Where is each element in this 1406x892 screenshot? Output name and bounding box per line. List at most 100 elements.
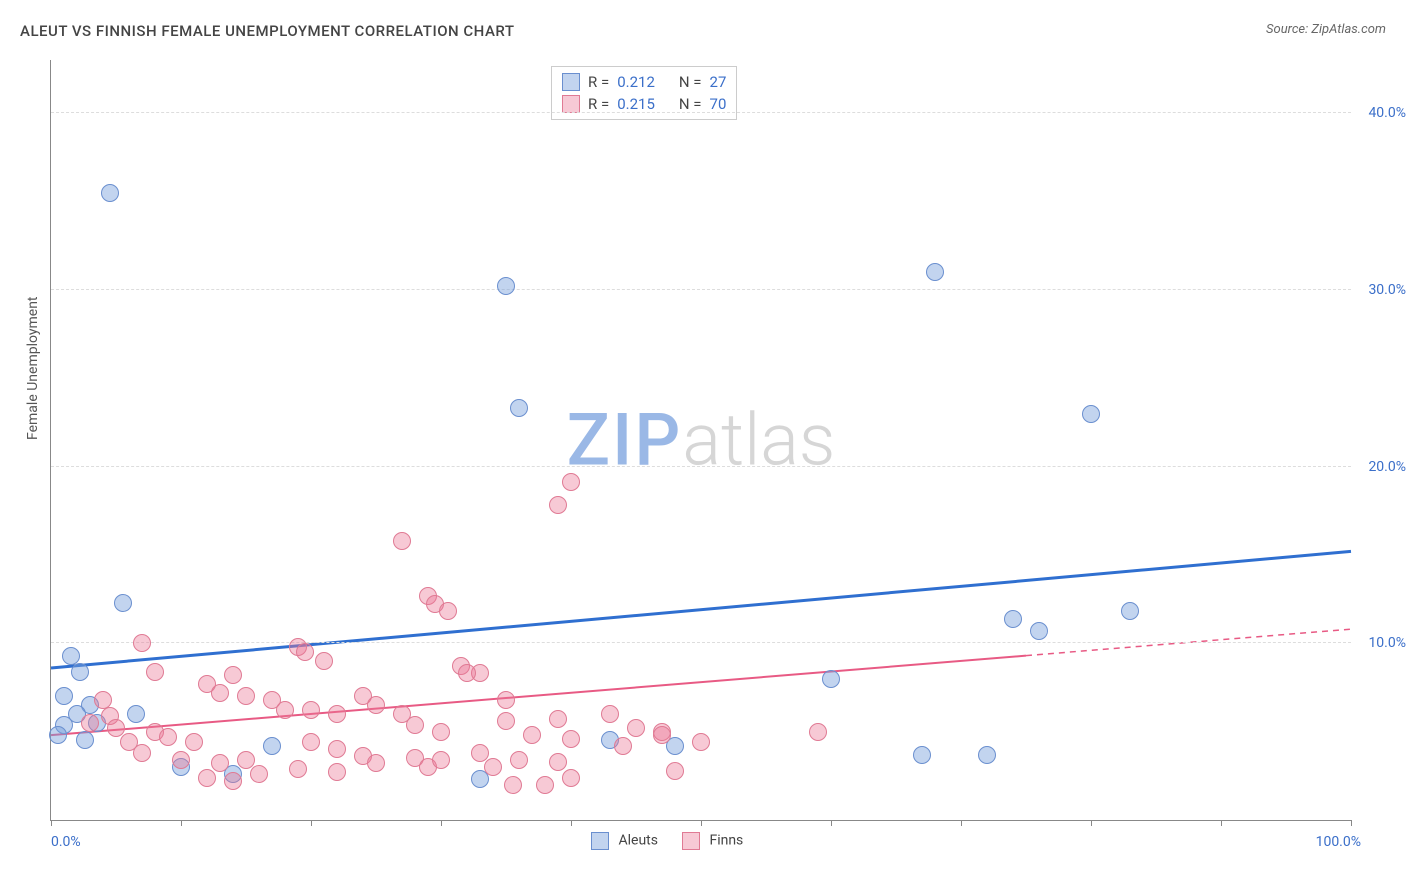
legend-series: Aleuts Finns	[591, 832, 743, 850]
data-point	[296, 643, 314, 661]
data-point	[71, 663, 89, 681]
data-point	[510, 751, 528, 769]
gridline	[51, 642, 1351, 643]
data-point	[1030, 622, 1048, 640]
scatter-plot: ZIPatlas R = 0.212 N = 27 R = 0.215 N = …	[50, 60, 1351, 821]
data-point	[263, 737, 281, 755]
trend-lines-layer	[51, 60, 1351, 820]
data-point	[302, 701, 320, 719]
data-point	[497, 691, 515, 709]
data-point	[510, 399, 528, 417]
data-point	[55, 687, 73, 705]
y-tick-label: 10.0%	[1368, 635, 1406, 651]
legend-r-value-aleuts: 0.212	[617, 71, 655, 93]
data-point	[549, 753, 567, 771]
chart-title: ALEUT VS FINNISH FEMALE UNEMPLOYMENT COR…	[20, 22, 514, 40]
trend-line	[51, 656, 1026, 736]
legend-n-value-aleuts: 27	[710, 71, 727, 93]
data-point	[101, 184, 119, 202]
data-point	[185, 733, 203, 751]
data-point	[1082, 405, 1100, 423]
x-tick	[961, 820, 962, 826]
data-point	[1121, 602, 1139, 620]
data-point	[562, 473, 580, 491]
data-point	[49, 726, 67, 744]
legend-swatch-aleuts	[562, 73, 580, 91]
gridline	[51, 289, 1351, 290]
data-point	[276, 701, 294, 719]
data-point	[432, 751, 450, 769]
x-tick	[571, 820, 572, 826]
data-point	[978, 746, 996, 764]
legend-swatch-finns	[682, 832, 700, 850]
data-point	[133, 634, 151, 652]
legend-label-finns: Finns	[709, 833, 743, 849]
data-point	[439, 602, 457, 620]
data-point	[562, 730, 580, 748]
data-point	[432, 723, 450, 741]
data-point	[497, 277, 515, 295]
gridline	[51, 112, 1351, 113]
data-point	[601, 705, 619, 723]
data-point	[328, 763, 346, 781]
data-point	[328, 740, 346, 758]
data-point	[393, 532, 411, 550]
data-point	[913, 746, 931, 764]
data-point	[497, 712, 515, 730]
data-point	[692, 733, 710, 751]
data-point	[406, 716, 424, 734]
data-point	[172, 751, 190, 769]
x-tick	[51, 820, 52, 826]
data-point	[127, 705, 145, 723]
data-point	[523, 726, 541, 744]
legend-swatch-aleuts	[591, 832, 609, 850]
x-tick	[311, 820, 312, 826]
data-point	[504, 776, 522, 794]
x-axis-max-label: 100.0%	[1316, 834, 1361, 850]
data-point	[926, 263, 944, 281]
data-point	[367, 754, 385, 772]
x-tick	[831, 820, 832, 826]
data-point	[315, 652, 333, 670]
data-point	[224, 666, 242, 684]
data-point	[536, 776, 554, 794]
legend-r-label: R =	[588, 71, 609, 93]
data-point	[549, 496, 567, 514]
legend-n-label: N =	[679, 71, 702, 93]
data-point	[822, 670, 840, 688]
data-point	[627, 719, 645, 737]
data-point	[328, 705, 346, 723]
data-point	[653, 726, 671, 744]
data-point	[809, 723, 827, 741]
data-point	[302, 733, 320, 751]
legend-swatch-finns	[562, 95, 580, 113]
data-point	[1004, 610, 1022, 628]
data-point	[250, 765, 268, 783]
x-tick	[441, 820, 442, 826]
data-point	[614, 737, 632, 755]
trend-line	[51, 551, 1351, 668]
data-point	[211, 754, 229, 772]
y-axis-label: Female Unemployment	[25, 296, 41, 440]
legend-item-finns: Finns	[682, 832, 743, 850]
data-point	[211, 684, 229, 702]
data-point	[367, 696, 385, 714]
data-point	[198, 769, 216, 787]
gridline	[51, 466, 1351, 467]
data-point	[562, 769, 580, 787]
data-point	[146, 663, 164, 681]
data-point	[458, 664, 476, 682]
data-point	[159, 728, 177, 746]
data-point	[224, 772, 242, 790]
y-tick-label: 20.0%	[1368, 459, 1406, 475]
data-point	[114, 594, 132, 612]
x-tick	[1351, 820, 1352, 826]
data-point	[289, 760, 307, 778]
y-tick-label: 30.0%	[1368, 282, 1406, 298]
x-tick	[701, 820, 702, 826]
x-tick	[1221, 820, 1222, 826]
legend-row-aleuts: R = 0.212 N = 27	[562, 71, 726, 93]
data-point	[484, 758, 502, 776]
legend-label-aleuts: Aleuts	[618, 833, 657, 849]
x-axis-min-label: 0.0%	[51, 834, 81, 850]
